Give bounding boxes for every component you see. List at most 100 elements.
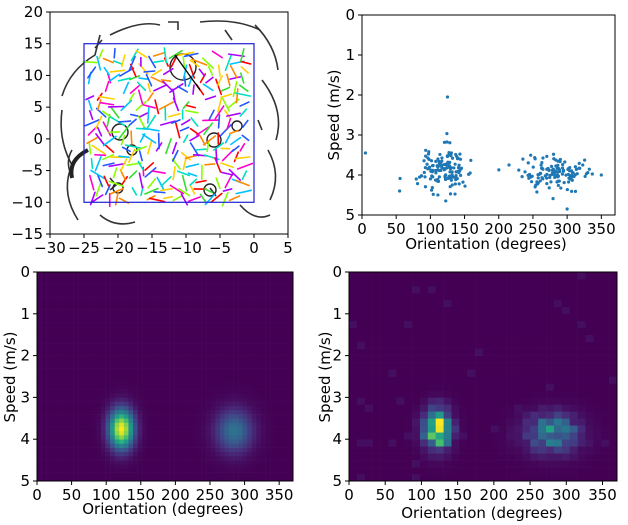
heatmap-cell [128,276,134,281]
heatmap-cell [270,355,276,361]
heatmap-cell [155,460,161,465]
heatmap-cell [380,272,389,280]
heatmap-cell [55,397,61,402]
heatmap-cell [451,327,460,335]
heatmap-cell [443,474,452,482]
heatmap-cell [133,276,138,281]
heatmap-cell [538,467,547,475]
heatmap-cell [210,368,216,373]
heatmap-cell [506,446,515,454]
heatmap-cell [288,422,294,427]
heatmap-cell [197,405,202,411]
heatmap-cell [224,301,230,306]
heatmap-cell [279,418,285,423]
heatmap-cell [553,411,563,419]
flow-arrow [94,155,102,172]
heatmap-cell [123,401,129,407]
heatmap-cell [251,280,257,285]
flow-arrow [113,47,116,59]
heatmap-cell [201,464,207,469]
heatmap-cell [593,376,602,384]
heatmap-cell [585,474,594,482]
heatmap-cell [151,430,157,436]
heatmap-cell [137,389,143,394]
heatmap-cell [46,384,52,390]
flow-arrow [226,73,231,87]
scatter-point [560,166,565,170]
heatmap-cell [169,334,175,340]
heatmap-cell [114,460,120,465]
heatmap-cell [160,359,166,365]
flow-arrow [144,161,155,171]
heatmap-cell [73,460,79,465]
heatmap-cell [64,468,70,473]
heatmap-cell [183,380,189,386]
heatmap-cell [514,453,523,461]
heatmap-cell [498,348,507,356]
heatmap-cell [380,432,389,440]
heatmap-cell [506,432,515,440]
heatmap-cell [137,343,143,348]
heatmap-cell [41,464,47,469]
heatmap-cell [197,426,202,432]
heatmap-cell [91,468,97,473]
heatmap-cell [210,405,216,411]
heatmap-cell [238,355,244,361]
heatmap-cell [160,393,166,398]
heatmap-cell [349,390,358,398]
heatmap-cell [50,409,56,415]
heatmap-cell [242,305,248,310]
heatmap-cell [96,418,102,423]
heatmap-cell [78,330,84,335]
heatmap-cell [96,384,102,390]
heatmap-cell [283,288,289,294]
heatmap-cell [87,301,93,306]
heatmap-cell [119,330,125,335]
heatmap-cell [577,355,586,363]
heatmap-cell [443,411,452,419]
heatmap-cell [546,272,555,280]
scatter-point [536,176,540,180]
heatmap-cell [224,401,230,407]
heatmap-cell [233,326,239,331]
flow-arrow [136,81,147,92]
heatmap-cell [91,414,97,419]
heatmap-cell [59,393,65,398]
heatmap-cell [538,453,547,461]
heatmap-cell [82,326,88,331]
heatmap-cell [169,430,175,436]
heatmap-cell [256,276,262,281]
heatmap-cell [160,276,166,281]
heatmap-cell [609,460,618,468]
heatmap-cell [178,435,184,440]
heatmap-cell [270,418,276,423]
heatmap-cell [133,418,138,423]
heatmap-cell [50,288,56,294]
heatmap-cell [593,425,602,433]
y-tick-label: 3 [20,388,30,406]
heatmap-cell [37,309,42,315]
heatmap-cell [265,372,271,377]
heatmap-cell [238,330,244,335]
heatmap-cell [41,280,47,285]
heatmap-cell [506,299,515,308]
heatmap-cell [609,418,618,426]
heatmap-cell [183,313,189,319]
flow-arrow [96,173,104,188]
heatmap-cell [206,272,212,277]
heatmap-cell [128,426,134,432]
heatmap-cell [349,327,358,335]
heatmap-cell [288,468,294,473]
heatmap-cell [192,397,198,402]
heatmap-cell [59,451,65,457]
heatmap-cell [435,383,444,391]
scatter-point [443,167,447,171]
heatmap-cell [412,446,421,454]
heatmap-cell [498,272,507,280]
heatmap-cell [215,451,221,457]
heatmap-cell [251,443,257,448]
heatmap-cell [274,317,280,323]
heatmap-cell [146,393,152,398]
heatmap-cell [50,280,56,285]
